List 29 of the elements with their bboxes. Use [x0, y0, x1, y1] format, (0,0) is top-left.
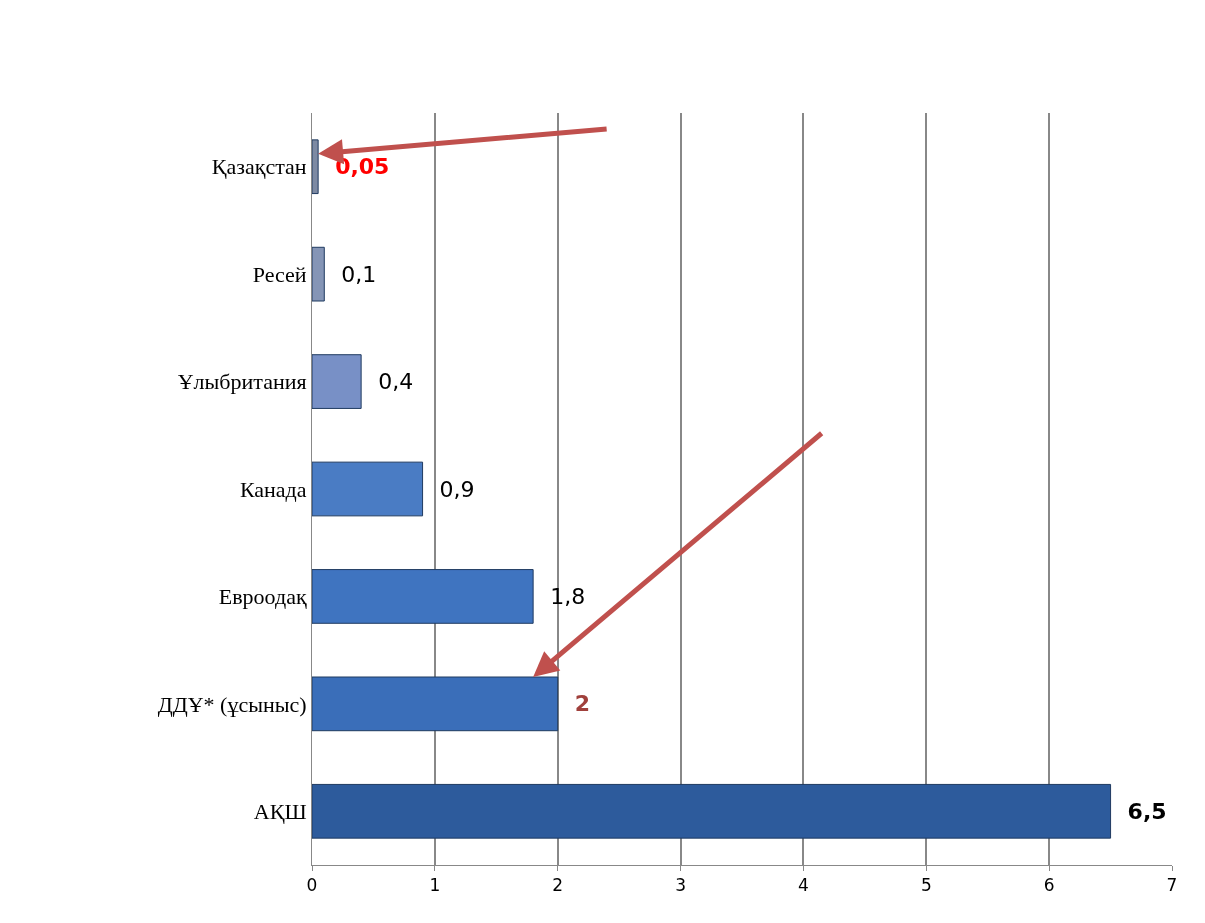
x-tick-label: 7: [1166, 875, 1178, 896]
data-label: 0,05: [335, 154, 390, 180]
bar: [312, 139, 319, 195]
y-tick-label: АҚШ: [253, 798, 307, 824]
data-label: 2: [574, 691, 591, 717]
data-label: 0,4: [378, 369, 414, 395]
bar: [312, 354, 362, 409]
bar: [312, 246, 325, 302]
y-tick-label: Евроодақ: [218, 584, 307, 610]
data-label: 1,8: [550, 583, 586, 609]
x-tick-label: 1: [429, 875, 441, 896]
y-tick-label: Ұлыбритания: [177, 369, 307, 395]
y-tick-label: Канада: [239, 476, 307, 502]
bar: [312, 569, 534, 624]
y-tick-label: Ресей: [252, 261, 307, 287]
x-tick-label: 3: [675, 875, 686, 896]
x-tick-label: 2: [552, 875, 564, 896]
y-tick-label: ДДҰ* (ұсыныс): [157, 691, 307, 717]
y-tick-label: Қазақстан: [211, 154, 307, 180]
x-tick-label: 5: [920, 875, 932, 896]
bar: [312, 461, 424, 517]
data-label: 6,5: [1127, 798, 1167, 824]
x-tick-label: 0: [306, 875, 318, 896]
x-tick-label: 4: [798, 875, 809, 896]
bar: [312, 783, 1112, 839]
data-label: 0,9: [439, 476, 475, 502]
data-label: 0,1: [341, 261, 377, 287]
bar: [312, 676, 559, 732]
x-tick-label: 6: [1043, 875, 1055, 896]
